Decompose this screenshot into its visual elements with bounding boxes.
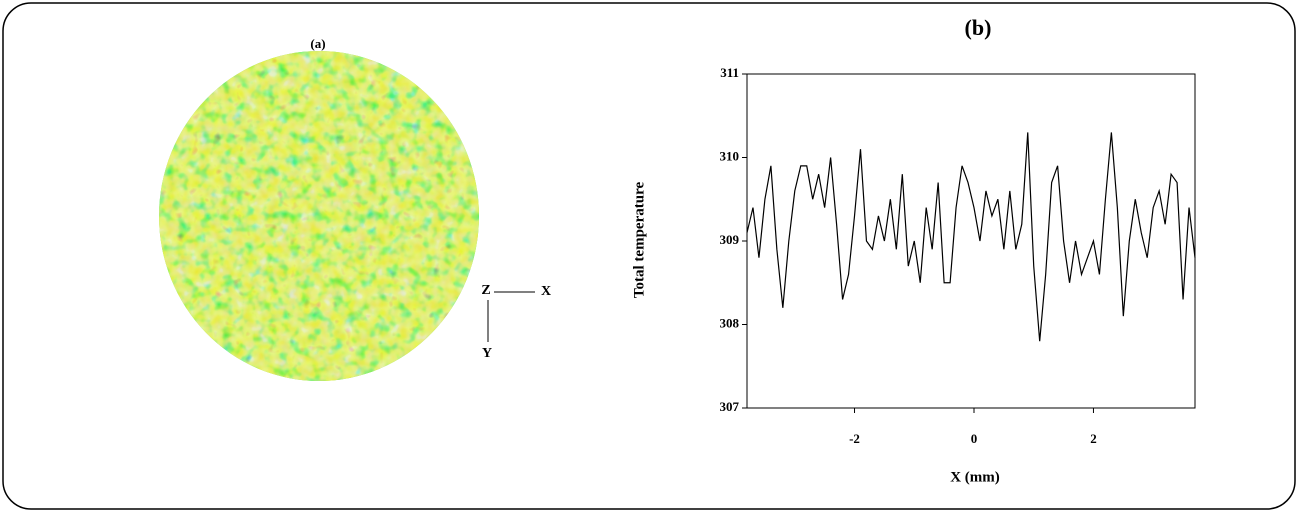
chart-title: (b)	[965, 15, 992, 40]
x-axis-label: X (mm)	[950, 469, 1000, 485]
y-tick-label: 310	[720, 148, 740, 163]
contour-texture	[159, 51, 479, 381]
y-tick-label: 309	[720, 232, 740, 247]
y-tick-label: 308	[720, 315, 740, 330]
x-tick-label: 0	[971, 431, 978, 446]
y-tick-label: 311	[720, 65, 739, 80]
panel-label: (a)	[310, 36, 325, 51]
x-tick-label: 2	[1090, 431, 1097, 446]
data-line	[746, 132, 1196, 342]
axis-label: Y	[482, 346, 492, 361]
axis-label: Z	[481, 283, 490, 298]
y-axis-label: Total temperature	[631, 182, 647, 299]
axis-label: X	[541, 284, 551, 299]
x-tick-label: -2	[849, 431, 860, 446]
plot-frame	[746, 73, 1196, 409]
y-tick-label: 307	[720, 399, 740, 414]
